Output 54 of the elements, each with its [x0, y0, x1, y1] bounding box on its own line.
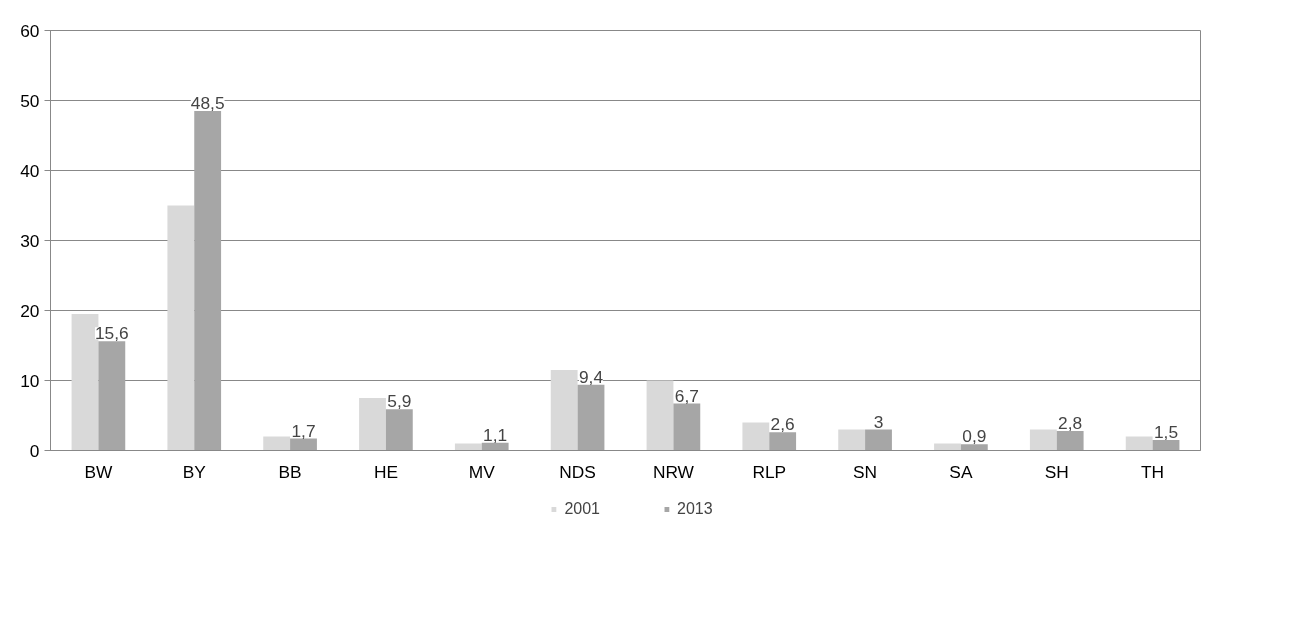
y-tick-label: 10 — [20, 370, 40, 391]
bar — [481, 442, 509, 451]
bar — [550, 370, 578, 451]
x-tick-label: BB — [278, 461, 302, 482]
data-label: 1,5 — [1153, 422, 1179, 442]
bar — [1125, 436, 1153, 451]
bar — [98, 341, 126, 451]
data-label: 5,9 — [387, 391, 412, 412]
bar — [742, 422, 770, 451]
bar — [673, 403, 701, 451]
legend-label: 2001 — [564, 500, 600, 518]
y-tick-label: 0 — [29, 440, 40, 461]
x-tick-label: TH — [1141, 461, 1165, 482]
x-tick-label: HE — [373, 461, 398, 482]
x-tick-label: NDS — [559, 461, 596, 482]
data-label: 0,9 — [962, 426, 987, 447]
x-tick-label: RLP — [752, 461, 787, 482]
bar — [865, 429, 892, 451]
bar — [359, 398, 386, 451]
bar — [1029, 429, 1057, 451]
bar — [290, 438, 317, 451]
bar — [167, 205, 195, 451]
bar — [385, 409, 413, 451]
data-label: 2,8 — [1058, 412, 1083, 433]
bar — [838, 429, 866, 451]
data-label: 1,7 — [291, 420, 316, 441]
y-tick-label: 40 — [20, 160, 40, 181]
data-label: 1,1 — [483, 424, 508, 445]
legend-label: 2013 — [677, 500, 713, 518]
data-label: 6,7 — [674, 385, 699, 406]
x-tick-label: SA — [949, 461, 973, 482]
x-tick-label: SN — [853, 461, 878, 482]
bar — [263, 436, 291, 451]
x-tick-label: NRW — [652, 461, 695, 482]
bar — [646, 380, 674, 451]
data-label: 3 — [873, 411, 884, 432]
bar — [1152, 440, 1180, 451]
y-tick-label: 60 — [20, 20, 40, 41]
y-tick-label: 50 — [20, 90, 40, 111]
data-label: 15,6 — [94, 323, 129, 344]
x-tick-label: BW — [84, 461, 114, 482]
bar — [769, 432, 797, 451]
bar — [960, 444, 988, 451]
x-tick-label: MV — [468, 461, 496, 482]
y-tick-label: 30 — [20, 230, 40, 251]
data-label: 48,5 — [190, 93, 225, 113]
bar — [577, 384, 605, 451]
y-tick-label: 20 — [20, 300, 40, 321]
bar — [194, 111, 222, 451]
bar — [1056, 430, 1084, 451]
data-label: 9,4 — [578, 366, 604, 387]
data-label: 2,6 — [770, 414, 795, 435]
x-tick-label: SH — [1044, 461, 1069, 482]
x-tick-label: BY — [182, 461, 207, 482]
